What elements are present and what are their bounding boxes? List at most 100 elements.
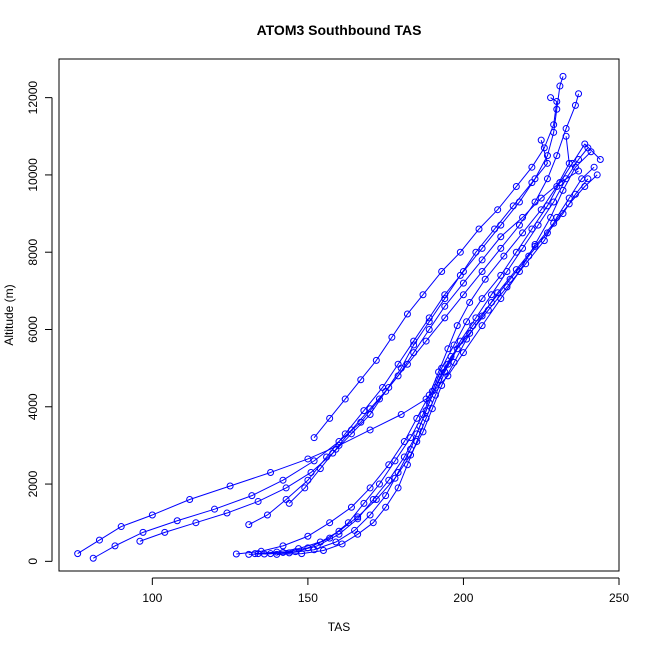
data-point [565, 159, 573, 167]
data-point [332, 445, 340, 453]
data-point [512, 248, 520, 256]
data-point [366, 426, 374, 434]
data-point [95, 536, 103, 544]
data-point [273, 548, 281, 556]
data-point [463, 318, 471, 326]
plot-frame [58, 58, 620, 572]
data-point [456, 248, 464, 256]
data-point [491, 225, 499, 233]
data-point [528, 163, 536, 171]
x-axis: 100 150 200 250 [142, 577, 629, 605]
data-point [463, 335, 471, 343]
data-point [360, 407, 368, 415]
data-point [186, 496, 194, 504]
data-point [375, 480, 383, 488]
data-point [382, 492, 390, 500]
data-point [497, 244, 505, 252]
data-point [525, 252, 533, 260]
series-11 [285, 90, 583, 507]
data-point [543, 159, 551, 167]
data-point [422, 337, 430, 345]
data-point [419, 428, 427, 436]
data-point [326, 414, 334, 422]
y-tick-label: 2000 [26, 470, 40, 497]
series-line [254, 174, 598, 555]
data-point [316, 538, 324, 546]
data-point [366, 511, 374, 519]
data-point [319, 547, 327, 555]
data-point [428, 405, 436, 413]
data-point [413, 414, 421, 422]
data-point [161, 528, 169, 536]
data-point [394, 468, 402, 476]
data-point [531, 242, 539, 250]
data-point [279, 476, 287, 484]
data-point [385, 383, 393, 391]
data-point [403, 360, 411, 368]
data-point [407, 434, 415, 442]
data-point [478, 256, 486, 264]
data-point [459, 291, 467, 299]
data-point [279, 542, 287, 550]
data-point [354, 530, 362, 538]
data-point [332, 538, 340, 546]
series-8 [273, 175, 592, 558]
data-point [431, 391, 439, 399]
data-point [413, 438, 421, 446]
data-point [441, 295, 449, 303]
data-point [543, 152, 551, 160]
data-point [547, 94, 555, 102]
data-point [391, 474, 399, 482]
data-point [596, 155, 604, 163]
series-3 [74, 148, 595, 558]
data-point [425, 325, 433, 333]
data-point [478, 295, 486, 303]
data-point [372, 356, 380, 364]
data-point [556, 82, 564, 90]
data-point [559, 186, 567, 194]
data-point [537, 206, 545, 214]
data-point [553, 105, 561, 113]
x-axis-label: TAS [328, 620, 350, 634]
plot-area [74, 72, 604, 562]
data-point [562, 125, 570, 133]
data-point [512, 183, 520, 191]
data-point [148, 511, 156, 519]
data-point [282, 484, 290, 492]
x-tick-label: 150 [298, 591, 318, 605]
data-point [400, 438, 408, 446]
data-point [211, 505, 219, 513]
data-point [360, 499, 368, 507]
data-point [422, 414, 430, 422]
data-point [575, 167, 583, 175]
series-line [77, 151, 592, 555]
data-point [354, 513, 362, 521]
data-point [509, 202, 517, 210]
data-point [497, 271, 505, 279]
data-point [534, 221, 542, 229]
data-point [285, 499, 293, 507]
data-point [593, 171, 601, 179]
data-point [519, 244, 527, 252]
series-6 [232, 132, 573, 558]
data-point [307, 468, 315, 476]
data-point [515, 221, 523, 229]
data-point [441, 314, 449, 322]
y-tick-label: 12000 [26, 81, 40, 115]
series-line [264, 166, 595, 555]
data-point [136, 537, 144, 545]
series-line [258, 143, 601, 555]
data-point [512, 266, 520, 274]
data-point [410, 341, 418, 349]
y-tick-label: 10000 [26, 158, 40, 192]
data-point [453, 345, 461, 353]
data-point [553, 183, 561, 191]
data-point [500, 252, 508, 260]
data-point [316, 465, 324, 473]
data-point [444, 360, 452, 368]
data-point [497, 233, 505, 241]
data-point [344, 519, 352, 527]
data-point [553, 152, 561, 160]
data-point [540, 144, 548, 152]
